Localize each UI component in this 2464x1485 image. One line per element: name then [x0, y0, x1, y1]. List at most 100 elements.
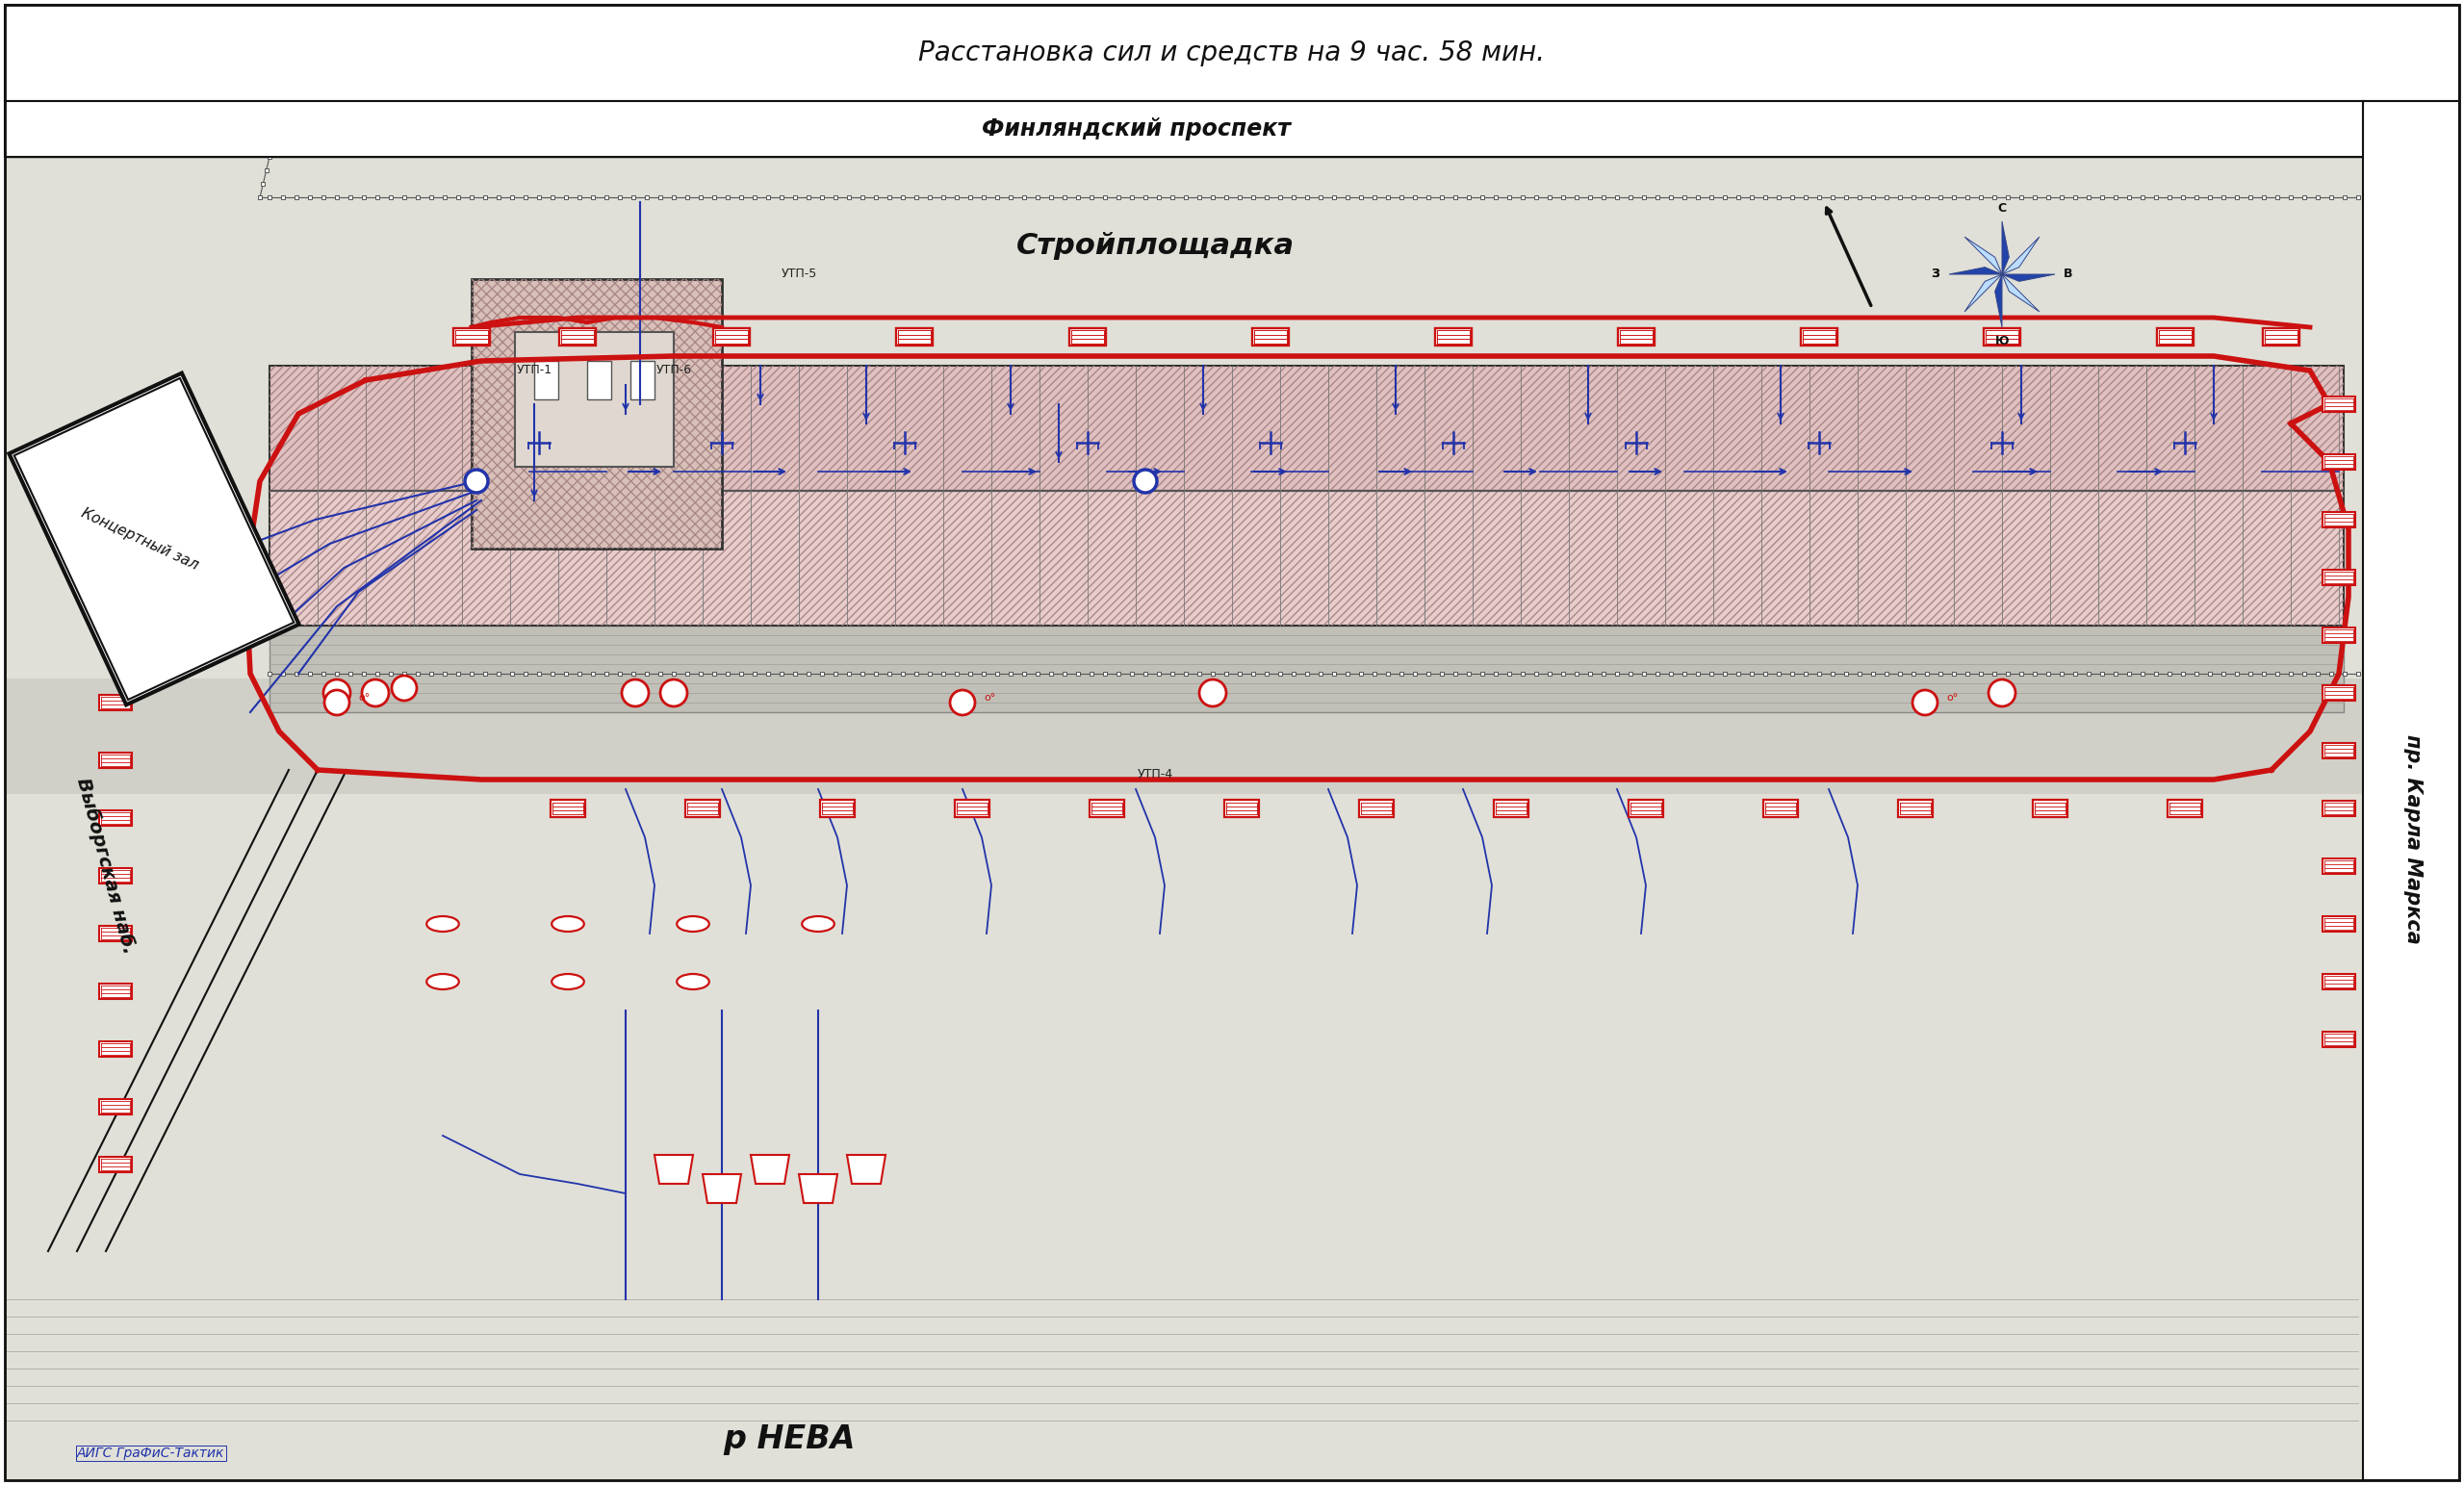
Bar — [673, 671, 675, 676]
Circle shape — [392, 676, 416, 701]
Bar — [1454, 196, 1456, 199]
Bar — [1924, 196, 1929, 199]
FancyBboxPatch shape — [2324, 858, 2356, 875]
Bar — [429, 671, 434, 676]
FancyBboxPatch shape — [2324, 1032, 2356, 1047]
Bar — [712, 196, 717, 199]
Bar — [1924, 671, 1929, 676]
Bar — [1264, 196, 1269, 199]
Bar — [618, 671, 621, 676]
Bar — [1035, 671, 1040, 676]
Text: Выборгская наб.: Выборгская наб. — [74, 777, 138, 956]
Ellipse shape — [426, 974, 458, 989]
Bar — [1629, 671, 1634, 676]
Bar — [1008, 196, 1013, 199]
Bar — [1858, 671, 1860, 676]
Bar — [5, 101, 2363, 157]
Bar — [347, 196, 352, 199]
Bar — [1333, 196, 1335, 199]
Bar — [1710, 196, 1712, 199]
Circle shape — [1133, 469, 1158, 493]
Bar — [1385, 196, 1390, 199]
Bar — [914, 671, 919, 676]
Bar — [860, 196, 865, 199]
FancyBboxPatch shape — [99, 1157, 131, 1173]
Bar — [335, 671, 340, 676]
Circle shape — [362, 680, 389, 707]
Bar — [1804, 671, 1809, 676]
Bar — [456, 671, 461, 676]
Bar — [700, 671, 702, 676]
FancyBboxPatch shape — [1225, 800, 1259, 817]
Bar — [269, 671, 271, 676]
Bar — [956, 196, 958, 199]
Bar — [362, 671, 365, 676]
Bar — [2033, 671, 2038, 676]
Text: УТП-4: УТП-4 — [1136, 768, 1173, 781]
Bar — [5, 679, 2368, 794]
Bar — [471, 671, 473, 676]
Bar — [1183, 671, 1188, 676]
FancyBboxPatch shape — [1984, 328, 2020, 346]
Circle shape — [1200, 680, 1227, 707]
Bar — [1897, 196, 1902, 199]
Bar — [2006, 671, 2011, 676]
FancyBboxPatch shape — [2324, 454, 2356, 469]
Bar — [1993, 671, 1996, 676]
Bar — [1466, 671, 1471, 676]
Bar — [1210, 196, 1215, 199]
Bar — [1966, 671, 1969, 676]
Circle shape — [660, 680, 687, 707]
Bar — [1035, 196, 1040, 199]
Bar — [1183, 196, 1188, 199]
FancyBboxPatch shape — [1619, 328, 1656, 346]
Bar — [296, 671, 298, 676]
Bar — [887, 196, 892, 199]
Bar — [1237, 196, 1242, 199]
Text: р НЕВА: р НЕВА — [722, 1423, 855, 1455]
Bar — [2072, 671, 2077, 676]
Bar — [2114, 196, 2117, 199]
Bar — [1198, 671, 1202, 676]
Bar — [685, 196, 690, 199]
Bar — [1979, 671, 1984, 676]
Bar — [833, 196, 838, 199]
Bar — [2020, 671, 2023, 676]
FancyBboxPatch shape — [2324, 512, 2356, 527]
Bar — [875, 671, 877, 676]
Bar — [875, 196, 877, 199]
Bar — [860, 671, 865, 676]
Bar — [1641, 196, 1646, 199]
Bar — [1008, 671, 1013, 676]
Polygon shape — [2001, 238, 2040, 275]
Bar — [821, 671, 823, 676]
Ellipse shape — [552, 974, 584, 989]
Bar — [1089, 196, 1094, 199]
Bar — [1116, 196, 1121, 199]
Bar — [1345, 196, 1350, 199]
Bar — [1574, 196, 1579, 199]
Bar — [1831, 671, 1836, 676]
Bar — [1535, 196, 1538, 199]
FancyBboxPatch shape — [2168, 800, 2203, 817]
Bar — [1749, 196, 1754, 199]
Bar — [2356, 671, 2361, 676]
Bar — [2208, 196, 2213, 199]
FancyBboxPatch shape — [2033, 800, 2067, 817]
Bar — [1764, 671, 1767, 676]
Bar — [416, 196, 419, 199]
Bar — [375, 196, 379, 199]
Bar — [1897, 671, 1902, 676]
Bar — [779, 196, 784, 199]
Bar — [2356, 196, 2361, 199]
Bar — [416, 671, 419, 676]
Bar — [1170, 196, 1175, 199]
Bar — [727, 671, 729, 676]
Bar — [1858, 196, 1860, 199]
Circle shape — [1912, 691, 1937, 716]
Bar — [1791, 671, 1794, 676]
Text: З: З — [1932, 267, 1939, 281]
Bar — [1939, 196, 1942, 199]
Bar — [1520, 671, 1525, 676]
FancyBboxPatch shape — [1434, 328, 1471, 346]
